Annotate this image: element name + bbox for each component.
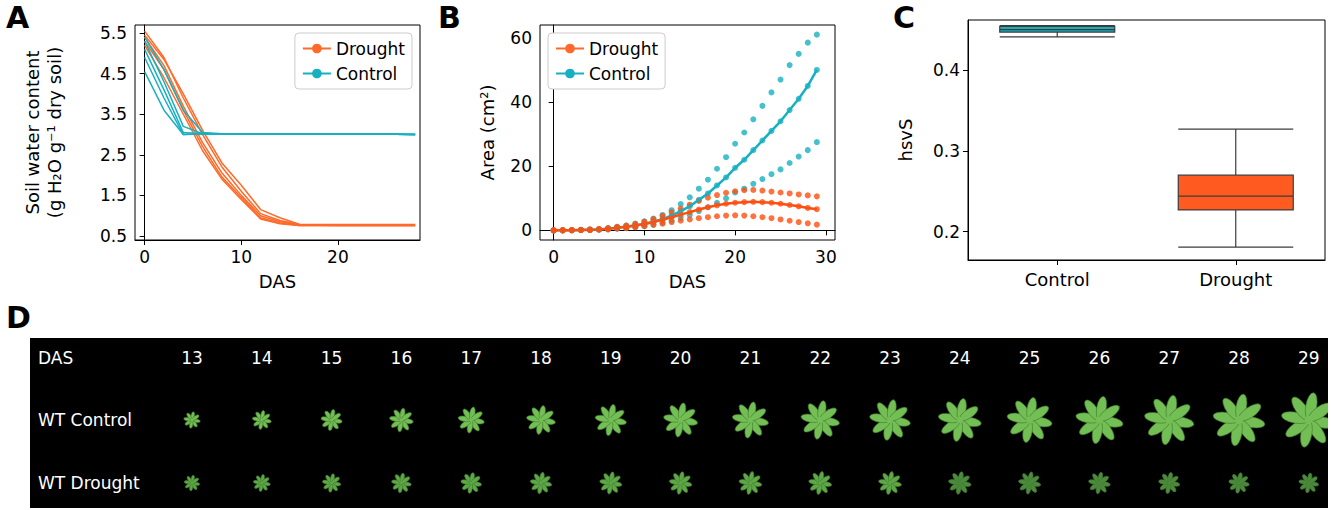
svg-text:28: 28 (1228, 348, 1250, 368)
svg-text:0: 0 (548, 247, 559, 267)
svg-text:10: 10 (230, 247, 252, 267)
svg-text:0.3: 0.3 (933, 141, 960, 161)
svg-text:10: 10 (634, 247, 656, 267)
svg-text:16: 16 (391, 348, 413, 368)
svg-text:26: 26 (1089, 348, 1111, 368)
svg-text:25: 25 (1019, 348, 1041, 368)
svg-text:1.5: 1.5 (100, 185, 127, 205)
svg-text:hsvS: hsvS (895, 119, 916, 162)
svg-text:0.4: 0.4 (933, 60, 960, 80)
svg-text:0.5: 0.5 (100, 226, 127, 246)
svg-text:Control: Control (589, 64, 650, 84)
svg-text:20: 20 (510, 156, 532, 176)
svg-text:Control: Control (336, 64, 397, 84)
svg-text:24: 24 (949, 348, 971, 368)
svg-text:40: 40 (510, 92, 532, 112)
svg-text:C: C (893, 0, 915, 35)
svg-text:29: 29 (1298, 348, 1320, 368)
svg-text:60: 60 (510, 28, 532, 48)
svg-text:22: 22 (809, 348, 831, 368)
svg-text:5.5: 5.5 (100, 23, 127, 43)
svg-text:20: 20 (724, 247, 746, 267)
svg-text:23: 23 (879, 348, 901, 368)
svg-text:Control: Control (1025, 269, 1090, 290)
svg-text:Drought: Drought (336, 39, 405, 59)
svg-text:4.5: 4.5 (100, 64, 127, 84)
svg-text:0: 0 (139, 247, 150, 267)
svg-text:27: 27 (1158, 348, 1180, 368)
html-text:D: D (6, 300, 31, 335)
svg-text:18: 18 (530, 348, 552, 368)
svg-text:20: 20 (670, 348, 692, 368)
svg-text:0: 0 (521, 220, 532, 240)
svg-text:20: 20 (327, 247, 349, 267)
svg-text:B: B (438, 0, 461, 35)
svg-text:A: A (6, 0, 30, 35)
svg-text:WT Control: WT Control (38, 410, 132, 430)
svg-text:Drought: Drought (589, 39, 658, 59)
svg-text:DAS: DAS (38, 348, 73, 368)
svg-text:15: 15 (321, 348, 343, 368)
svg-text:DAS: DAS (669, 271, 706, 292)
svg-text:14: 14 (251, 348, 273, 368)
svg-text:WT Drought: WT Drought (38, 473, 140, 493)
svg-text:Area (cm²): Area (cm²) (477, 85, 498, 181)
svg-text:Drought: Drought (1199, 269, 1272, 290)
svg-text:19: 19 (600, 348, 622, 368)
svg-text:(g H₂O g⁻¹ dry soil): (g H₂O g⁻¹ dry soil) (44, 47, 65, 218)
svg-text:Soil water content: Soil water content (22, 50, 43, 214)
svg-text:21: 21 (740, 348, 762, 368)
svg-text:30: 30 (815, 247, 837, 267)
svg-text:13: 13 (181, 348, 203, 368)
svg-text:3.5: 3.5 (100, 104, 127, 124)
svg-text:DAS: DAS (259, 271, 296, 292)
svg-text:2.5: 2.5 (100, 145, 127, 165)
svg-text:17: 17 (460, 348, 482, 368)
svg-text:0.2: 0.2 (933, 222, 960, 242)
